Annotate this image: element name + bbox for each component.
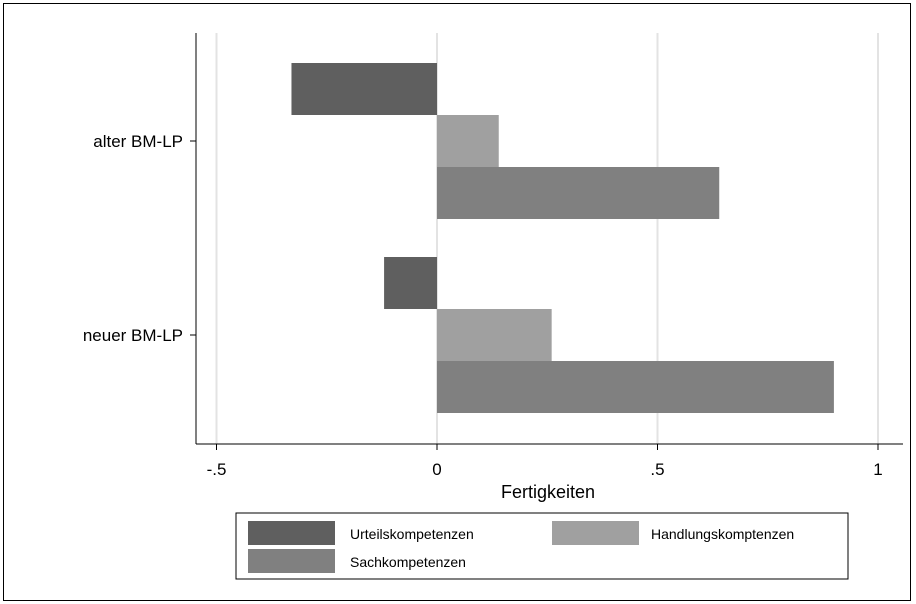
- bar-sachkompetenzen: [437, 361, 834, 413]
- y-category-labels: alter BM-LP neuer BM-LP: [83, 132, 196, 345]
- legend-box: [235, 512, 849, 580]
- legend-label: Urteilskompetenzen: [350, 526, 474, 542]
- x-tick-label: 0: [432, 460, 441, 479]
- bar-urteilskompetenzen: [384, 257, 437, 309]
- legend-swatch: [248, 549, 335, 573]
- x-tick-label: -.5: [207, 460, 227, 479]
- axes: [195, 33, 903, 445]
- legend-swatch: [552, 521, 639, 545]
- legend-label: Sachkompetenzen: [350, 554, 466, 570]
- legend: Urteilskompetenzen Handlungskomptenzen Sac…: [235, 512, 849, 580]
- bar-handlungskomptenzen: [437, 309, 552, 361]
- x-axis-title: Fertigkeiten: [501, 482, 595, 502]
- chart-frame: [3, 3, 911, 601]
- x-ticks: -.5 0 .5 1: [207, 444, 883, 479]
- y-category-label: alter BM-LP: [93, 132, 183, 151]
- x-tick-label: .5: [650, 460, 664, 479]
- bars: [291, 63, 834, 413]
- bar-handlungskomptenzen: [437, 115, 499, 167]
- bar-urteilskompetenzen: [291, 63, 437, 115]
- x-tick-label: 1: [873, 460, 882, 479]
- bar-sachkompetenzen: [437, 167, 720, 219]
- y-category-label: neuer BM-LP: [83, 326, 183, 345]
- legend-swatch: [248, 521, 335, 545]
- legend-label: Handlungskomptenzen: [651, 526, 794, 542]
